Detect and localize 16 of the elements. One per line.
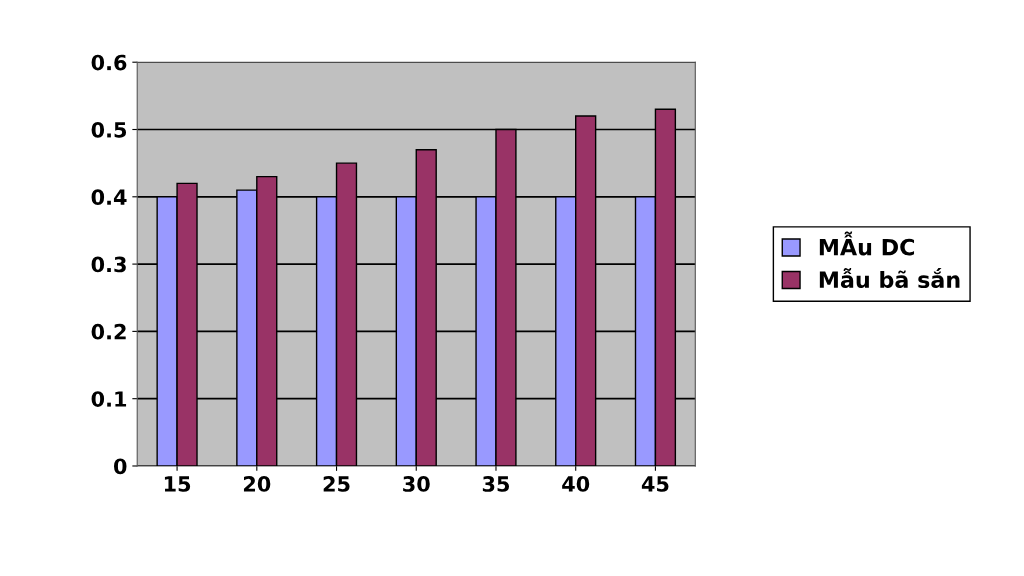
y-tick-label: 0.2 bbox=[91, 323, 126, 340]
legend-label: MẪu DC bbox=[819, 231, 915, 256]
x-tick-label: 40 bbox=[562, 476, 590, 492]
x-tick-label: 45 bbox=[641, 476, 669, 492]
x-tick-label: 20 bbox=[243, 476, 271, 492]
y-tick-label: 0.4 bbox=[91, 189, 127, 206]
y-tick-label: 0.3 bbox=[91, 256, 126, 273]
y-tick-label: 0.1 bbox=[91, 391, 127, 407]
y-tick-label: 0.5 bbox=[91, 121, 127, 138]
x-tick-label: 25 bbox=[323, 476, 350, 492]
y-tick-label: 0 bbox=[113, 458, 127, 475]
y-tick-label: 0.6 bbox=[91, 54, 127, 71]
x-tick-label: 35 bbox=[482, 476, 510, 492]
x-tick-label: 30 bbox=[403, 476, 430, 492]
x-tick-label: 15 bbox=[164, 476, 191, 492]
legend-label: Mẫu bã sắn bbox=[819, 268, 960, 289]
